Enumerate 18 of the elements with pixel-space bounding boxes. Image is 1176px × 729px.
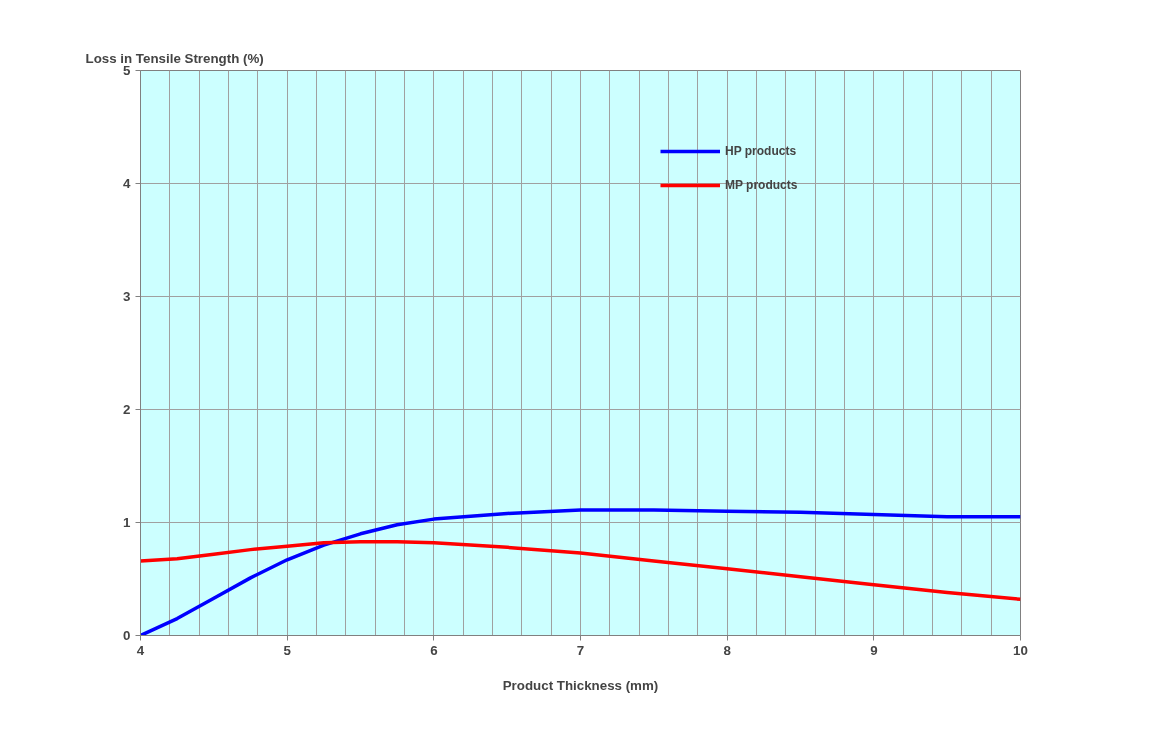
x-tick-label: 9 bbox=[870, 642, 878, 658]
x-tick-label: 7 bbox=[576, 642, 585, 658]
x-tick-label: 8 bbox=[723, 642, 731, 658]
x-tick-label: 5 bbox=[283, 642, 292, 658]
legend-label: HP products bbox=[725, 144, 797, 158]
y-tick-label: 5 bbox=[123, 63, 132, 78]
x-tick-label: 4 bbox=[136, 642, 145, 658]
y-axis-title: Loss in Tensile Strength (%) bbox=[85, 50, 264, 66]
x-axis-title: Product Thickness (mm) bbox=[502, 677, 659, 693]
legend-label: MP products bbox=[725, 178, 798, 192]
y-tick-label: 2 bbox=[123, 402, 131, 417]
y-tick-label: 0 bbox=[123, 628, 131, 643]
y-tick-label: 4 bbox=[123, 176, 132, 191]
line-series bbox=[140, 539, 1021, 602]
x-tick-label: 6 bbox=[430, 642, 438, 658]
y-tick-label: 1 bbox=[123, 515, 132, 530]
x-tick-label: 10 bbox=[1013, 642, 1028, 658]
y-tick-label: 3 bbox=[123, 289, 131, 304]
